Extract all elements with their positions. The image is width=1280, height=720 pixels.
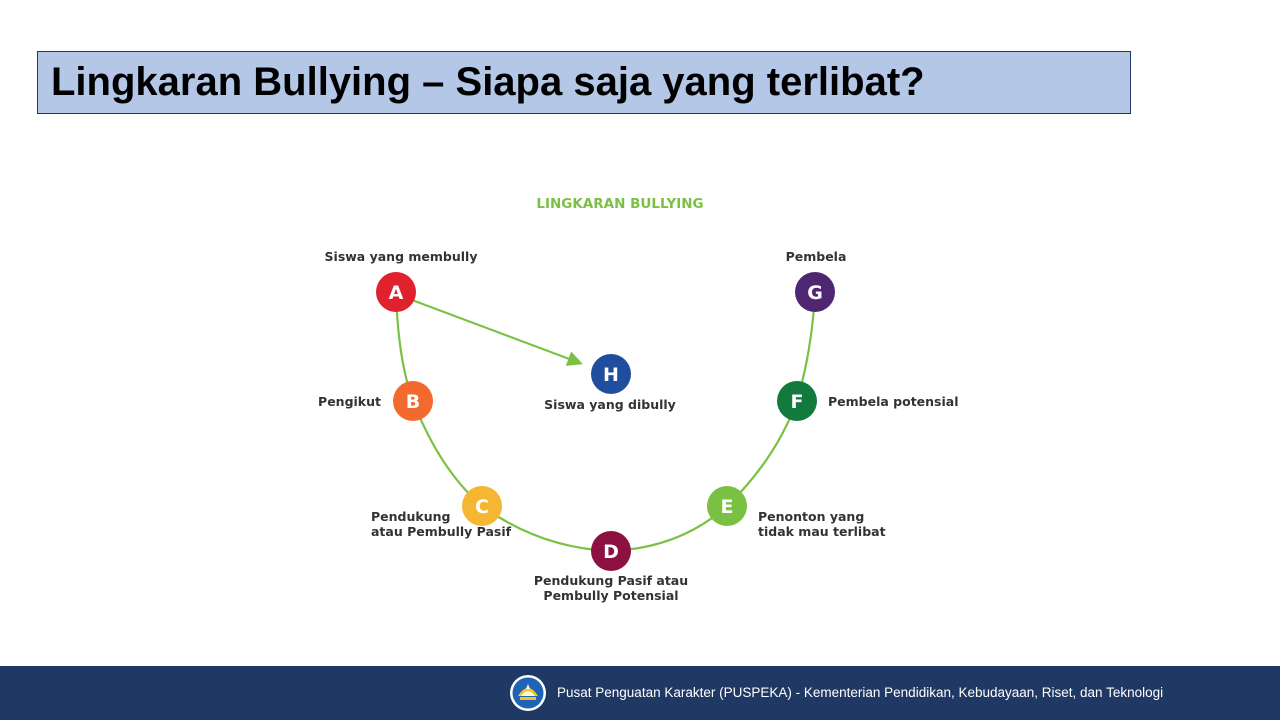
node-h: H Siswa yang dibully bbox=[544, 354, 676, 412]
footer-bar: Pusat Penguatan Karakter (PUSPEKA) - Kem… bbox=[0, 666, 1280, 720]
footer-text: Pusat Penguatan Karakter (PUSPEKA) - Kem… bbox=[557, 685, 1164, 700]
node-d-circle bbox=[591, 531, 631, 571]
node-a-circle bbox=[376, 272, 416, 312]
node-b-circle bbox=[393, 381, 433, 421]
node-g-circle bbox=[795, 272, 835, 312]
node-b: B Pengikut bbox=[318, 381, 433, 421]
slide-title: Lingkaran Bullying – Siapa saja yang ter… bbox=[51, 60, 925, 104]
node-a-label: Siswa yang membully bbox=[325, 249, 478, 264]
node-h-circle bbox=[591, 354, 631, 394]
node-e-circle bbox=[707, 486, 747, 526]
node-d: D Pendukung Pasif atau Pembully Potensia… bbox=[534, 531, 688, 603]
node-e: E Penonton yang tidak mau terlibat bbox=[707, 486, 886, 539]
circle-connector-line bbox=[394, 291, 817, 553]
node-c-label-line-1: Pendukung bbox=[371, 509, 450, 524]
node-g-letter: G bbox=[807, 282, 823, 304]
node-b-letter: B bbox=[406, 391, 420, 413]
node-g-label: Pembela bbox=[786, 249, 847, 264]
diagram-heading: LINGKARAN BULLYING bbox=[536, 196, 703, 212]
node-d-label-line-2: Pembully Potensial bbox=[543, 588, 678, 603]
node-c-label-line-2: atau Pembully Pasif bbox=[371, 524, 512, 539]
node-c-circle bbox=[462, 486, 502, 526]
node-g: G Pembela bbox=[786, 249, 847, 312]
node-f: F Pembela potensial bbox=[777, 381, 959, 421]
tut-wuri-handayani-logo-icon bbox=[510, 675, 546, 711]
node-b-label: Pengikut bbox=[318, 394, 381, 409]
node-d-letter: D bbox=[603, 541, 619, 563]
node-f-label: Pembela potensial bbox=[828, 394, 959, 409]
node-c: C Pendukung atau Pembully Pasif bbox=[371, 486, 512, 539]
bullying-circle-diagram: LINGKARAN BULLYING A Siswa yang membully… bbox=[318, 196, 959, 603]
node-f-circle bbox=[777, 381, 817, 421]
node-a-letter: A bbox=[389, 282, 404, 304]
node-c-letter: C bbox=[475, 496, 489, 518]
node-h-letter: H bbox=[603, 364, 619, 386]
title-box: Lingkaran Bullying – Siapa saja yang ter… bbox=[37, 51, 1131, 114]
node-e-label-line-1: Penonton yang bbox=[758, 509, 864, 524]
node-a: A Siswa yang membully bbox=[325, 249, 478, 312]
node-f-letter: F bbox=[791, 391, 804, 413]
bully-arrow bbox=[411, 298, 583, 366]
node-d-label-line-1: Pendukung Pasif atau bbox=[534, 573, 688, 588]
node-e-letter: E bbox=[721, 496, 734, 518]
node-h-label: Siswa yang dibully bbox=[544, 397, 676, 412]
node-e-label-line-2: tidak mau terlibat bbox=[758, 524, 886, 539]
